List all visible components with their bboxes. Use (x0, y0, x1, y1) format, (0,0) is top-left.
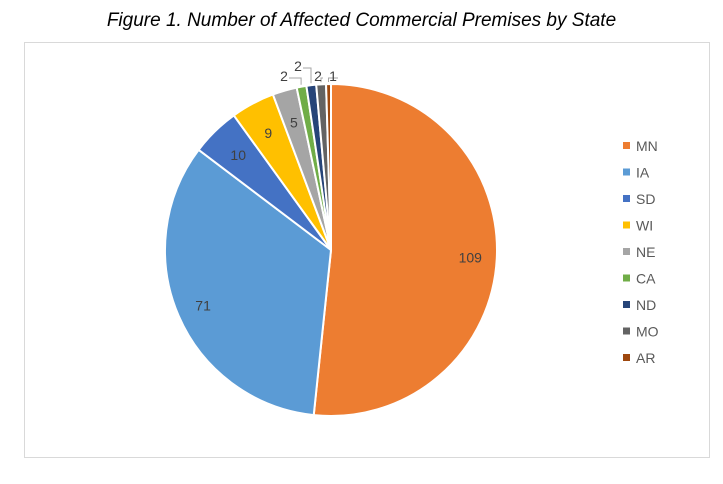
legend: MN IA SD WI NE CA ND MO AR (623, 138, 659, 366)
legend-label-sd: SD (636, 191, 655, 207)
pie-slices (164, 82, 498, 417)
data-label-mn: 109 (459, 249, 483, 265)
legend-label-mn: MN (636, 138, 658, 154)
legend-label-mo: MO (636, 324, 659, 340)
pie-slice-mn (312, 82, 498, 417)
legend-swatch-ar (623, 354, 630, 361)
pie-slice-ar (325, 82, 332, 251)
legend-swatch-nd (623, 301, 630, 308)
legend-label-ia: IA (636, 165, 650, 181)
legend-label-nd: ND (636, 297, 656, 313)
data-label-ar: 1 (329, 68, 337, 84)
legend-label-ne: NE (636, 244, 655, 260)
data-label-ca: 2 (280, 68, 288, 84)
chart-title: Figure 1. Number of Affected Commercial … (106, 10, 617, 31)
leader-line-ar (328, 77, 338, 82)
data-label-wi: 9 (264, 125, 272, 141)
legend-swatch-ca (623, 274, 630, 282)
leader-line-ca (289, 77, 302, 85)
legend-swatch-wi (623, 221, 630, 229)
legend-label-ar: AR (636, 350, 655, 366)
leader-lines (289, 67, 338, 85)
leader-line-nd (303, 67, 312, 84)
legend-swatch-mn (623, 142, 630, 149)
legend-label-wi: WI (636, 218, 653, 234)
legend-swatch-ia (623, 168, 630, 176)
data-label-nd: 2 (294, 58, 302, 74)
data-label-ia: 71 (195, 298, 211, 314)
legend-swatch-mo (623, 327, 630, 335)
legend-swatch-sd (623, 195, 630, 202)
legend-swatch-ne (623, 248, 630, 255)
leader-line-mo (320, 77, 323, 83)
pie-slice-ia (164, 148, 333, 417)
data-label-ne: 5 (290, 115, 298, 131)
data-label-sd: 10 (230, 147, 246, 163)
data-label-mo: 2 (314, 68, 322, 84)
legend-label-ca: CA (636, 271, 656, 287)
